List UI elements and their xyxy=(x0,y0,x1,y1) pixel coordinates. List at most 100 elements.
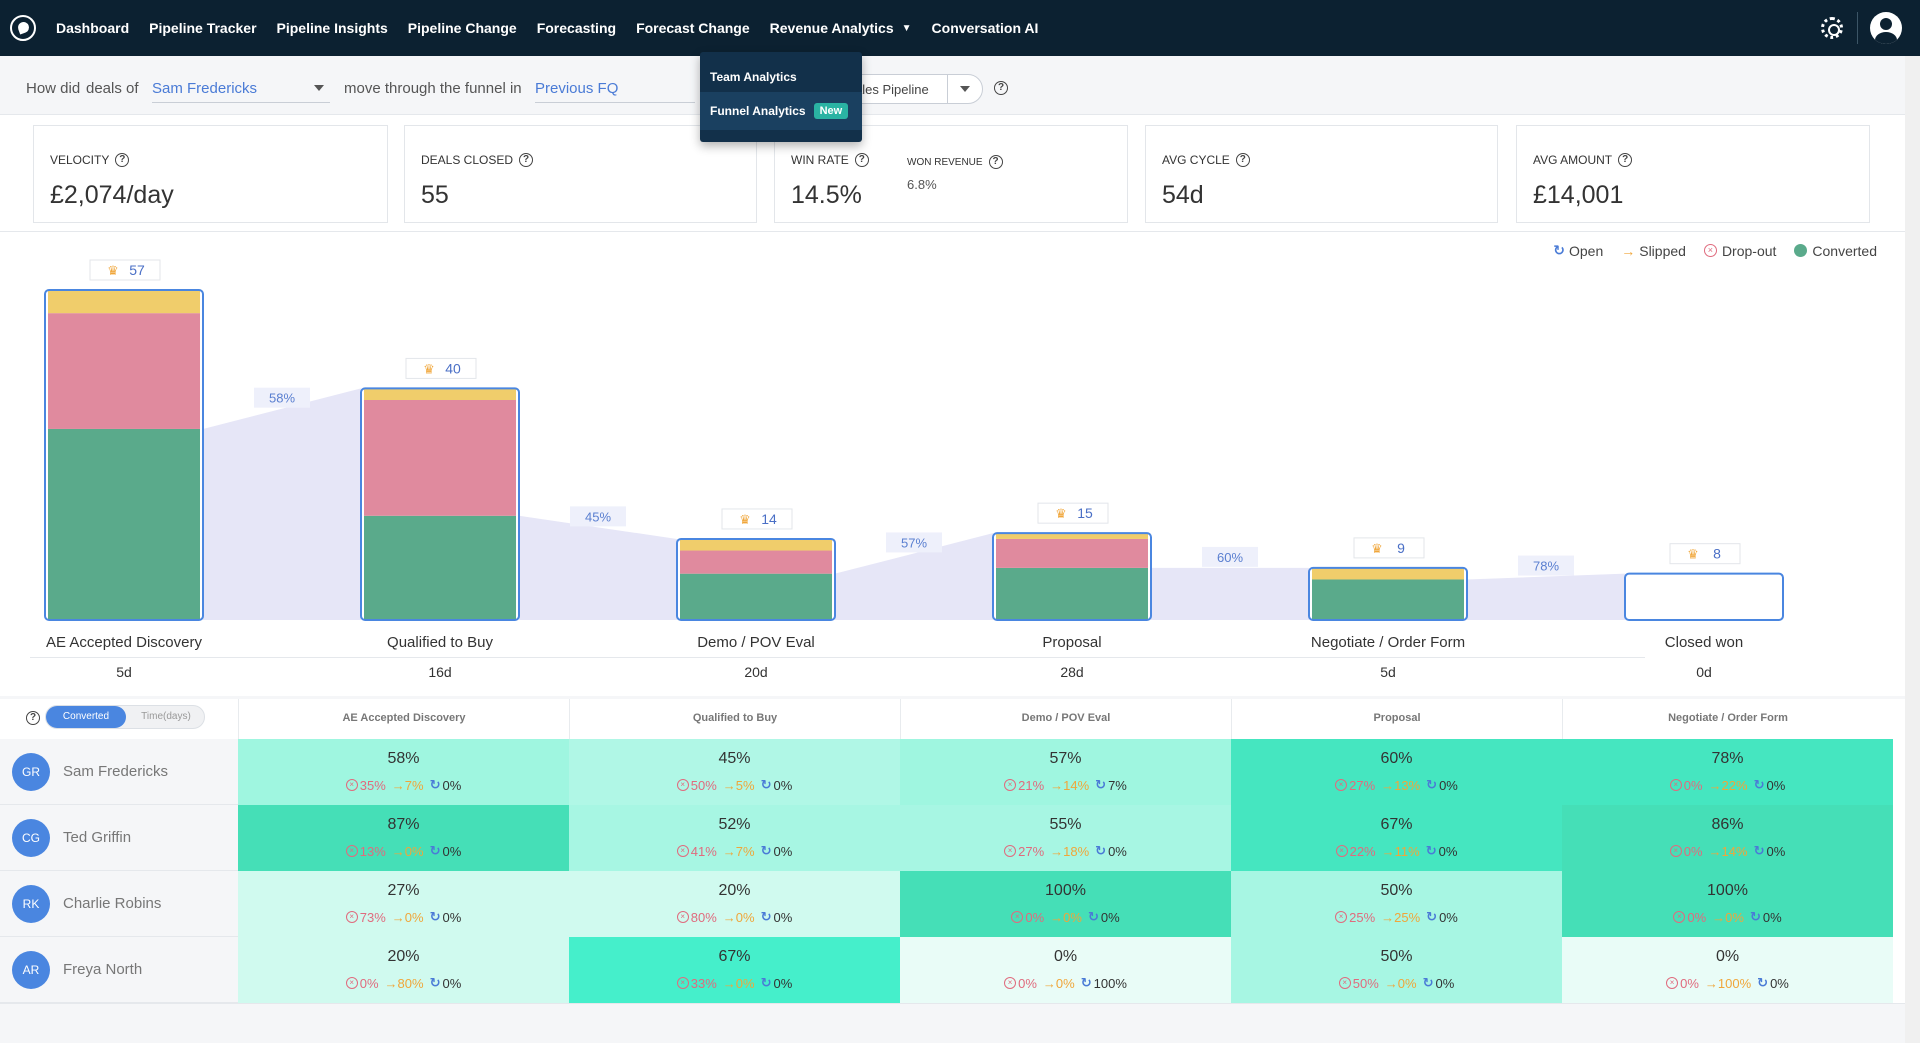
table-row-person[interactable]: GR Sam Fredericks xyxy=(0,739,238,805)
help-icon[interactable]: ? xyxy=(1618,153,1633,167)
open-text: 0% xyxy=(1100,909,1120,925)
conversion-cell[interactable]: 58% × 35% →7% ↻ 0% xyxy=(238,739,569,805)
bar-converted-segment xyxy=(680,573,832,620)
conversion-table: ? Converted Time(days) AE Accepted Disco… xyxy=(0,699,1905,1003)
top-navigation-bar: Dashboard Pipeline Tracker Pipeline Insi… xyxy=(0,0,1920,56)
conversion-cell[interactable]: 50% × 50% →0% ↻ 0% xyxy=(1231,937,1562,1003)
pipeline-select[interactable]: ales Pipeline xyxy=(840,74,983,104)
cell-breakdown: × 0% →22% ↻ 0% xyxy=(1562,777,1893,793)
stat-card-avg-cycle: AVG CYCLE? 54d xyxy=(1145,125,1498,223)
legend-converted[interactable]: Converted xyxy=(1794,242,1877,259)
legend-open[interactable]: ↻ Open xyxy=(1553,242,1603,259)
stat-label: WIN RATE? xyxy=(791,153,869,167)
dropout-text: 80% xyxy=(690,909,717,925)
conversion-cell[interactable]: 55% × 27% →18% ↻ 0% xyxy=(900,805,1231,871)
table-column-header[interactable]: Demo / POV Eval xyxy=(900,699,1231,739)
open-text: 0% xyxy=(773,975,793,991)
cell-breakdown: × 0% →0% ↻ 100% xyxy=(900,975,1231,991)
nav-forecast-change[interactable]: Forecast Change xyxy=(636,20,750,36)
conversion-cell[interactable]: 86% × 0% →14% ↻ 0% xyxy=(1562,805,1893,871)
settings-gear-icon[interactable] xyxy=(1821,17,1843,39)
nav-forecasting[interactable]: Forecasting xyxy=(536,20,617,36)
conversion-cell[interactable]: 67% × 33% →0% ↻ 0% xyxy=(569,937,900,1003)
nav-pipeline-insights[interactable]: Pipeline Insights xyxy=(276,20,388,36)
conversion-cell[interactable]: 67% × 22% →11% ↻ 0% xyxy=(1231,805,1562,871)
conversion-percent: 78% xyxy=(1711,750,1744,767)
cell-breakdown: × 73% →0% ↻ 0% xyxy=(238,909,569,925)
stage-time-label: 5d xyxy=(116,664,132,680)
stage-total-box xyxy=(721,508,793,530)
dropout-text: 22% xyxy=(1349,843,1376,859)
help-icon[interactable]: ? xyxy=(26,711,40,725)
conversion-cell[interactable]: 100% × 0% →0% ↻ 0% xyxy=(1562,871,1893,937)
period-select-value: Previous FQ xyxy=(535,80,619,97)
conversion-cell[interactable]: 60% × 27% →13% ↻ 0% xyxy=(1231,739,1562,805)
conversion-cell[interactable]: 20% × 80% →0% ↻ 0% xyxy=(569,871,900,937)
stage-time-label: 16d xyxy=(428,664,452,680)
help-icon[interactable]: ? xyxy=(854,153,869,167)
nav-dashboard[interactable]: Dashboard xyxy=(56,20,130,36)
user-account-icon[interactable] xyxy=(1870,12,1902,44)
toggle-converted[interactable]: Converted xyxy=(46,706,126,728)
help-icon[interactable]: ? xyxy=(115,153,130,167)
conversion-cell[interactable]: 0% × 0% →100% ↻ 0% xyxy=(1562,937,1893,1003)
help-icon[interactable]: ? xyxy=(519,153,534,167)
table-row-person[interactable]: CG Ted Griffin xyxy=(0,805,238,871)
dropdown-item-team-analytics[interactable]: Team Analytics xyxy=(710,70,797,84)
filter-text-deals-of: deals of xyxy=(86,80,139,97)
stat-card-avg-amount: AVG AMOUNT? £14,001 xyxy=(1516,125,1870,223)
avatar: CG xyxy=(12,818,50,857)
app-logo-icon[interactable] xyxy=(10,15,36,41)
nav-revenue-analytics[interactable]: Revenue Analytics ▼ xyxy=(770,20,912,36)
avatar: RK xyxy=(12,884,50,923)
open-text: 0% xyxy=(1438,843,1458,859)
conversion-cell[interactable]: 20% × 0% →80% ↻ 0% xyxy=(238,937,569,1003)
person-name: Sam Fredericks xyxy=(63,763,169,780)
conversion-cell[interactable]: 27% × 73% →0% ↻ 0% xyxy=(238,871,569,937)
nav-right-controls xyxy=(1821,12,1902,44)
table-column-header[interactable]: Qualified to Buy xyxy=(569,699,900,739)
conversion-cell[interactable]: 0% × 0% →0% ↻ 100% xyxy=(900,937,1231,1003)
chevron-down-icon: ▼ xyxy=(901,22,912,34)
help-icon[interactable]: ? xyxy=(994,81,1008,95)
cell-breakdown: × 21% →14% ↻ 7% xyxy=(900,777,1231,793)
nav-pipeline-tracker[interactable]: Pipeline Tracker xyxy=(149,20,257,36)
help-icon[interactable]: ? xyxy=(1235,153,1250,167)
nav-conversation-ai[interactable]: Conversation AI xyxy=(931,20,1039,36)
toggle-time-days[interactable]: Time(days) xyxy=(141,711,191,722)
conversion-cell[interactable]: 87% × 13% →0% ↻ 0% xyxy=(238,805,569,871)
table-row-person[interactable]: RK Charlie Robins xyxy=(0,871,238,937)
conversion-cell[interactable]: 45% × 50% →5% ↻ 0% xyxy=(569,739,900,805)
vertical-scrollbar[interactable] xyxy=(1905,56,1920,1043)
avatar: AR xyxy=(12,950,50,989)
conversion-cell[interactable]: 57% × 21% →14% ↻ 7% xyxy=(900,739,1231,805)
table-column-header[interactable]: AE Accepted Discovery xyxy=(238,699,569,739)
nav-pipeline-change[interactable]: Pipeline Change xyxy=(407,20,517,36)
legend-dropout[interactable]: × Drop-out xyxy=(1703,242,1776,259)
stats-row: VELOCITY? £2,074/day DEALS CLOSED? 55 WI… xyxy=(0,114,1920,232)
dropout-value: × 13% xyxy=(345,844,386,859)
dropout-value: × 0% xyxy=(345,976,379,991)
table-column-header[interactable]: Proposal xyxy=(1231,699,1562,739)
conversion-cell[interactable]: 78% × 0% →22% ↻ 0% xyxy=(1562,739,1893,805)
table-column-header[interactable]: Negotiate / Order Form xyxy=(1562,699,1893,739)
table-row-person[interactable]: AR Freya North xyxy=(0,937,238,1003)
conversion-cell[interactable]: 52% × 41% →7% ↻ 0% xyxy=(569,805,900,871)
person-select[interactable]: Sam Fredericks xyxy=(152,75,330,103)
dropout-icon: × xyxy=(345,779,358,791)
cell-breakdown: × 80% →0% ↻ 0% xyxy=(569,909,900,925)
conversion-rate-label: 60% xyxy=(1217,550,1243,565)
open-value: ↻ 0% xyxy=(430,909,462,925)
conversion-cell[interactable]: 100% × 0% →0% ↻ 0% xyxy=(900,871,1231,937)
conversion-cell[interactable]: 50% × 25% →25% ↻ 0% xyxy=(1231,871,1562,937)
help-icon[interactable]: ? xyxy=(988,155,1003,169)
dropout-value: × 21% xyxy=(1004,778,1044,793)
period-select[interactable]: Previous FQ xyxy=(535,75,695,103)
open-icon: ↻ xyxy=(1757,975,1769,990)
stat-label-text: VELOCITY xyxy=(50,153,110,167)
stat-label: AVG AMOUNT? xyxy=(1533,153,1633,167)
stage-bar xyxy=(676,537,836,621)
dropdown-item-funnel-analytics[interactable]: Funnel Analytics New xyxy=(700,92,862,130)
divider xyxy=(30,657,1645,658)
legend-slipped[interactable]: → Slipped xyxy=(1621,242,1686,259)
